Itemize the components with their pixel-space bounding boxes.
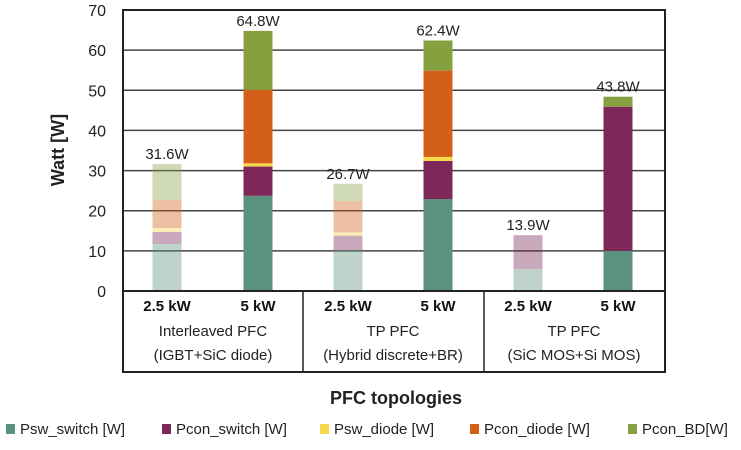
legend-swatch [628, 424, 637, 434]
bar-segment [333, 232, 363, 236]
bar-segment [152, 231, 182, 245]
category-table [122, 290, 666, 373]
group-label: Interleaved PFC [159, 323, 268, 340]
group-label: TP PFC [547, 323, 600, 340]
y-tick-label: 60 [88, 43, 106, 60]
y-tick-label: 30 [88, 164, 106, 181]
gridlines [123, 9, 665, 292]
category-label: 2.5 kW [504, 298, 552, 315]
y-tick-label: 10 [88, 244, 106, 261]
total-data-label: 64.8W [236, 13, 280, 30]
bar-segment [152, 227, 182, 232]
bar-segment [423, 40, 453, 71]
bar-segment [152, 164, 182, 200]
y-tick-labels: 0 10 20 30 40 50 60 70 [88, 3, 106, 301]
total-data-label: 13.9W [506, 217, 550, 234]
legend-swatch [6, 424, 15, 434]
category-label: 2.5 kW [324, 298, 372, 315]
bar-segment [333, 183, 363, 202]
bar-segment [423, 199, 453, 291]
total-data-label: 26.7W [326, 166, 370, 183]
group-sublabel: (SiC MOS+Si MOS) [508, 347, 641, 364]
y-tick-label: 70 [88, 3, 106, 20]
legend-label: Pcon_switch [W] [176, 421, 287, 438]
group-sublabel: (IGBT+SiC diode) [154, 347, 273, 364]
bar-segment [333, 235, 363, 251]
bar-segment [152, 244, 182, 291]
legend: Psw_switch [W] Pcon_switch [W] Psw_diode [… [6, 421, 728, 438]
group-labels: Interleaved PFC (IGBT+SiC diode) TP PFC (Hy… [154, 323, 641, 364]
bar-segment [243, 30, 273, 90]
bar-segment [603, 106, 633, 251]
y-tick-label: 50 [88, 83, 106, 100]
bar-segment [603, 250, 633, 291]
legend-swatch [162, 424, 171, 434]
plot-frame [122, 9, 666, 292]
bar-segment [243, 163, 273, 167]
category-label: 2.5 kW [143, 298, 191, 315]
total-data-label: 31.6W [145, 146, 189, 163]
x-axis-label: PFC topologies [330, 388, 462, 408]
bar-segment [152, 199, 182, 228]
bar-segment [243, 166, 273, 196]
category-label: 5 kW [420, 298, 456, 315]
y-tick-label: 40 [88, 123, 106, 140]
legend-label: Psw_switch [W] [20, 421, 125, 438]
category-labels: 2.5 kW 5 kW 2.5 kW 5 kW 2.5 kW 5 kW [143, 298, 636, 315]
legend-label: Pcon_BD[W] [642, 421, 728, 438]
legend-label: Psw_diode [W] [334, 421, 434, 438]
legend-label: Pcon_diode [W] [484, 421, 590, 438]
y-tick-label: 0 [97, 284, 106, 301]
bar-segment [423, 160, 453, 200]
group-label: TP PFC [366, 323, 419, 340]
bar-segment [423, 156, 453, 161]
bar-segment [603, 96, 633, 107]
bars: 31.6W 64.8W 26.7W 62.4W 13.9W 43.8W [145, 13, 641, 291]
bar-segment [333, 201, 363, 233]
group-sublabel: (Hybrid discrete+BR) [323, 347, 463, 364]
bar-segment [513, 235, 543, 269]
y-axis-label: Watt [W] [48, 114, 68, 186]
legend-swatch [320, 424, 329, 434]
y-tick-label: 20 [88, 204, 106, 221]
category-label: 5 kW [240, 298, 276, 315]
total-data-label: 62.4W [416, 23, 460, 40]
bar-segment [423, 70, 453, 157]
bar-segment [243, 89, 273, 164]
bar-segment [243, 195, 273, 291]
bar-segment [513, 268, 543, 291]
category-label: 5 kW [600, 298, 636, 315]
bar-segment [333, 250, 363, 291]
total-data-label: 43.8W [596, 79, 640, 96]
legend-swatch [470, 424, 479, 434]
